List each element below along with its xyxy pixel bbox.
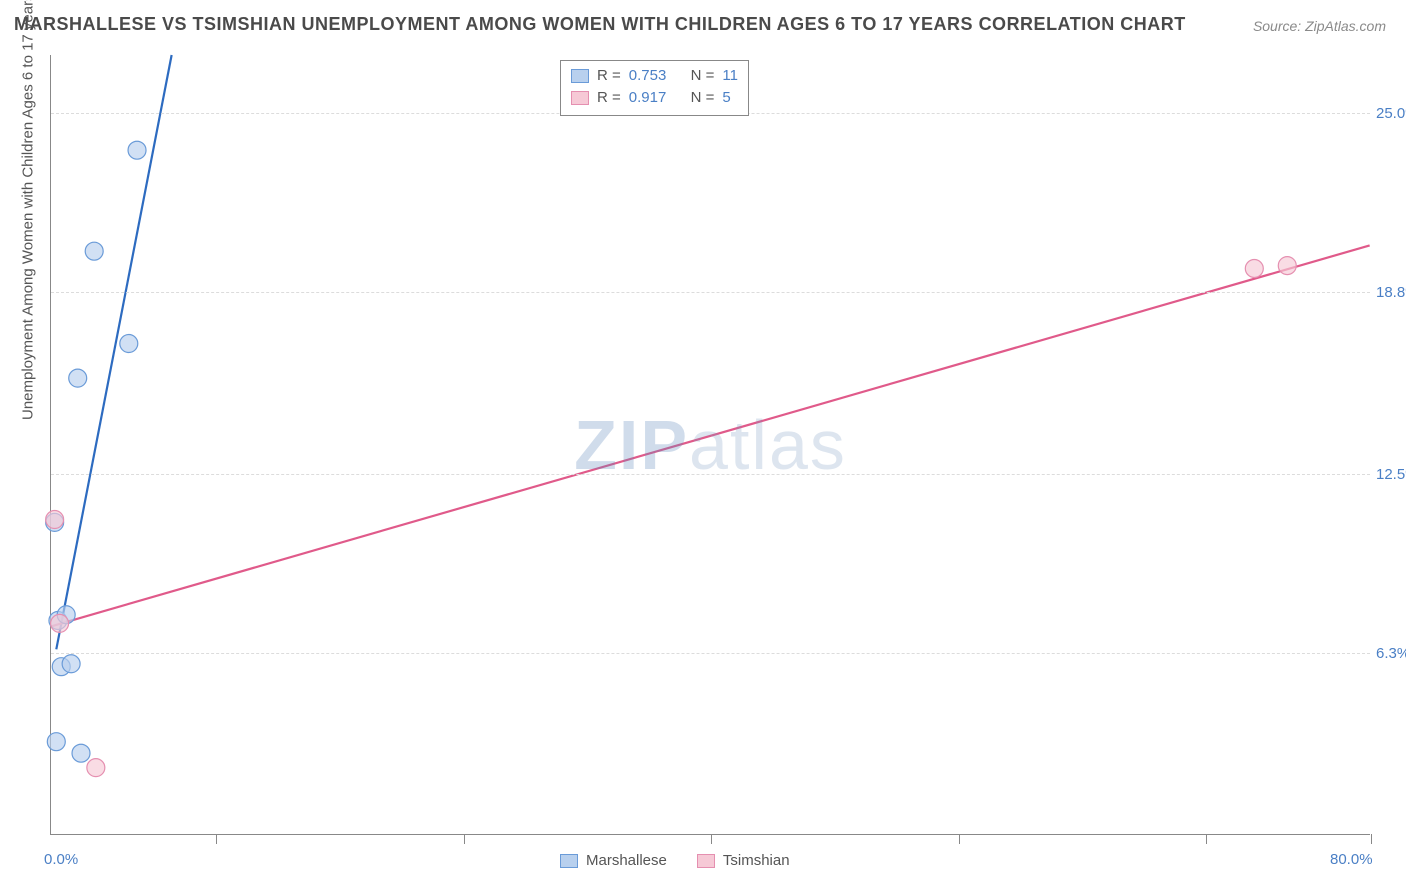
legend-series: Marshallese Tsimshian bbox=[560, 852, 790, 869]
r-label: R = bbox=[597, 65, 621, 87]
x-axis-tick bbox=[711, 834, 712, 844]
legend-item: Marshallese bbox=[560, 852, 667, 869]
legend-swatch-1 bbox=[571, 69, 589, 83]
legend-swatch-2 bbox=[571, 91, 589, 105]
source-attribution: Source: ZipAtlas.com bbox=[1253, 18, 1386, 34]
x-axis-tick bbox=[464, 834, 465, 844]
y-axis-tick-label: 18.8% bbox=[1376, 284, 1406, 301]
legend-swatch-b1 bbox=[560, 854, 578, 868]
legend-label-1: Marshallese bbox=[586, 852, 667, 869]
y-axis-tick-label: 12.5% bbox=[1376, 466, 1406, 483]
x-axis-tick bbox=[1206, 834, 1207, 844]
n-value-1: 11 bbox=[722, 65, 738, 87]
legend-label-2: Tsimshian bbox=[723, 852, 790, 869]
x-axis-tick bbox=[216, 834, 217, 844]
x-axis-tick bbox=[1371, 834, 1372, 844]
legend-row: R = 0.917 N = 5 bbox=[571, 87, 738, 109]
y-axis-title: Unemployment Among Women with Children A… bbox=[20, 0, 37, 420]
y-axis-tick-label: 25.0% bbox=[1376, 105, 1406, 122]
x-axis-tick-label: 80.0% bbox=[1330, 851, 1373, 868]
legend-item: Tsimshian bbox=[697, 852, 790, 869]
r-value-1: 0.753 bbox=[629, 65, 667, 87]
legend-swatch-b2 bbox=[697, 854, 715, 868]
gridline bbox=[51, 653, 1370, 654]
r-label: R = bbox=[597, 87, 621, 109]
r-value-2: 0.917 bbox=[629, 87, 667, 109]
x-axis-tick bbox=[959, 834, 960, 844]
n-value-2: 5 bbox=[722, 87, 730, 109]
x-axis-tick-label: 0.0% bbox=[44, 851, 78, 868]
legend-row: R = 0.753 N = 11 bbox=[571, 65, 738, 87]
legend-correlation: R = 0.753 N = 11 R = 0.917 N = 5 bbox=[560, 60, 749, 116]
n-label: N = bbox=[691, 87, 715, 109]
chart-title: MARSHALLESE VS TSIMSHIAN UNEMPLOYMENT AM… bbox=[14, 14, 1186, 35]
gridline bbox=[51, 474, 1370, 475]
chart-svg bbox=[51, 55, 1370, 834]
gridline bbox=[51, 292, 1370, 293]
n-label: N = bbox=[691, 65, 715, 87]
y-axis-tick-label: 6.3% bbox=[1376, 645, 1406, 662]
plot-area: ZIPatlas 6.3%12.5%18.8%25.0% bbox=[50, 55, 1370, 835]
